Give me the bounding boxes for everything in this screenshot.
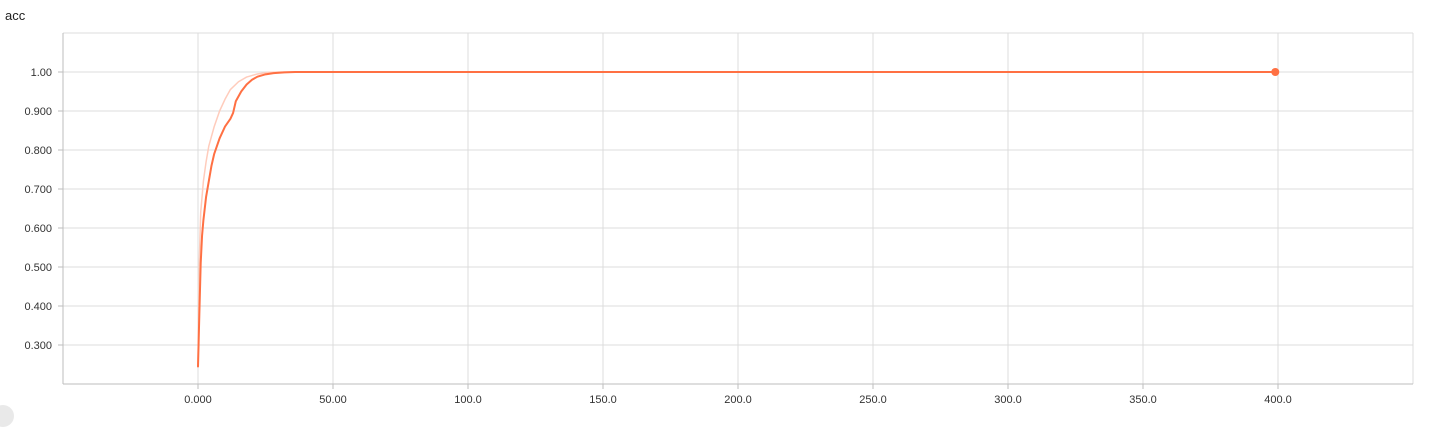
y-tick-label: 0.900 bbox=[24, 106, 52, 118]
x-tick-label: 300.0 bbox=[994, 394, 1022, 406]
x-tick-label: 250.0 bbox=[859, 394, 887, 406]
series-layer bbox=[197, 68, 1280, 368]
x-tick-label: 150.0 bbox=[589, 394, 617, 406]
x-tick-label: 200.0 bbox=[724, 394, 752, 406]
chart-title: acc bbox=[5, 8, 26, 23]
last-point-marker bbox=[1271, 68, 1280, 76]
y-tick-label: 0.400 bbox=[24, 301, 52, 313]
x-tick-label: 350.0 bbox=[1129, 394, 1157, 406]
y-tick-label: 0.300 bbox=[24, 340, 52, 352]
tick-label-layer: 0.000 50.00 100.0 150.0 200.0 250.0 300.0 350.0… bbox=[24, 67, 1291, 406]
smoothed-series-line bbox=[197, 71, 1277, 368]
y-tick-label: 1.00 bbox=[31, 67, 52, 79]
y-tick-label: 0.600 bbox=[24, 223, 52, 235]
x-tick-label: 100.0 bbox=[454, 394, 482, 406]
line-chart: 0.000 50.00 100.0 150.0 200.0 250.0 300.0 350.0… bbox=[24, 32, 1414, 406]
axis-layer bbox=[58, 33, 1413, 389]
x-tick-label: 400.0 bbox=[1264, 394, 1292, 406]
y-tick-label: 0.800 bbox=[24, 145, 52, 157]
x-tick-label: 0.000 bbox=[184, 394, 212, 406]
x-tick-label: 50.00 bbox=[319, 394, 347, 406]
grid-layer bbox=[63, 32, 1414, 384]
y-tick-label: 0.500 bbox=[24, 262, 52, 274]
y-tick-label: 0.700 bbox=[24, 184, 52, 196]
raw-series-line bbox=[197, 71, 1277, 368]
